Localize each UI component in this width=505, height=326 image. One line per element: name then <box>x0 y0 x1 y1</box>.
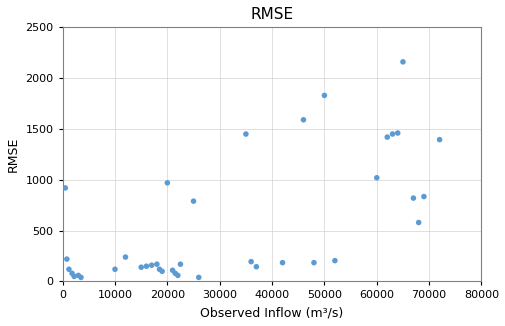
Point <box>65 267 73 272</box>
Point <box>278 260 286 265</box>
Point <box>320 93 328 98</box>
Point <box>241 131 249 137</box>
Point <box>372 175 380 180</box>
Point <box>70 274 78 279</box>
Point <box>137 265 145 270</box>
Point <box>171 271 179 276</box>
Point <box>68 271 76 276</box>
Point <box>74 273 82 278</box>
Point <box>163 180 171 185</box>
Point <box>176 261 184 267</box>
Point <box>330 258 338 263</box>
Point <box>299 117 307 122</box>
Point <box>61 185 69 190</box>
Point <box>147 263 156 268</box>
Point <box>189 199 197 204</box>
Point <box>153 261 161 267</box>
Point <box>435 137 443 142</box>
Point <box>77 275 85 280</box>
Point <box>252 264 260 269</box>
Point <box>388 131 396 137</box>
Point <box>246 259 255 264</box>
Point <box>419 194 427 199</box>
Point <box>393 130 401 136</box>
Point <box>121 255 129 260</box>
Point <box>63 257 71 262</box>
Title: RMSE: RMSE <box>250 7 293 22</box>
Point <box>142 264 150 269</box>
Point <box>309 260 317 265</box>
Point <box>173 273 181 278</box>
Point <box>155 267 163 272</box>
Point <box>414 220 422 225</box>
Point <box>194 275 203 280</box>
Point <box>158 269 166 274</box>
X-axis label: Observed Inflow (m³/s): Observed Inflow (m³/s) <box>200 306 343 319</box>
Point <box>398 59 406 65</box>
Point <box>409 196 417 201</box>
Point <box>382 135 390 140</box>
Point <box>111 267 119 272</box>
Y-axis label: RMSE: RMSE <box>7 137 20 172</box>
Point <box>168 268 176 273</box>
